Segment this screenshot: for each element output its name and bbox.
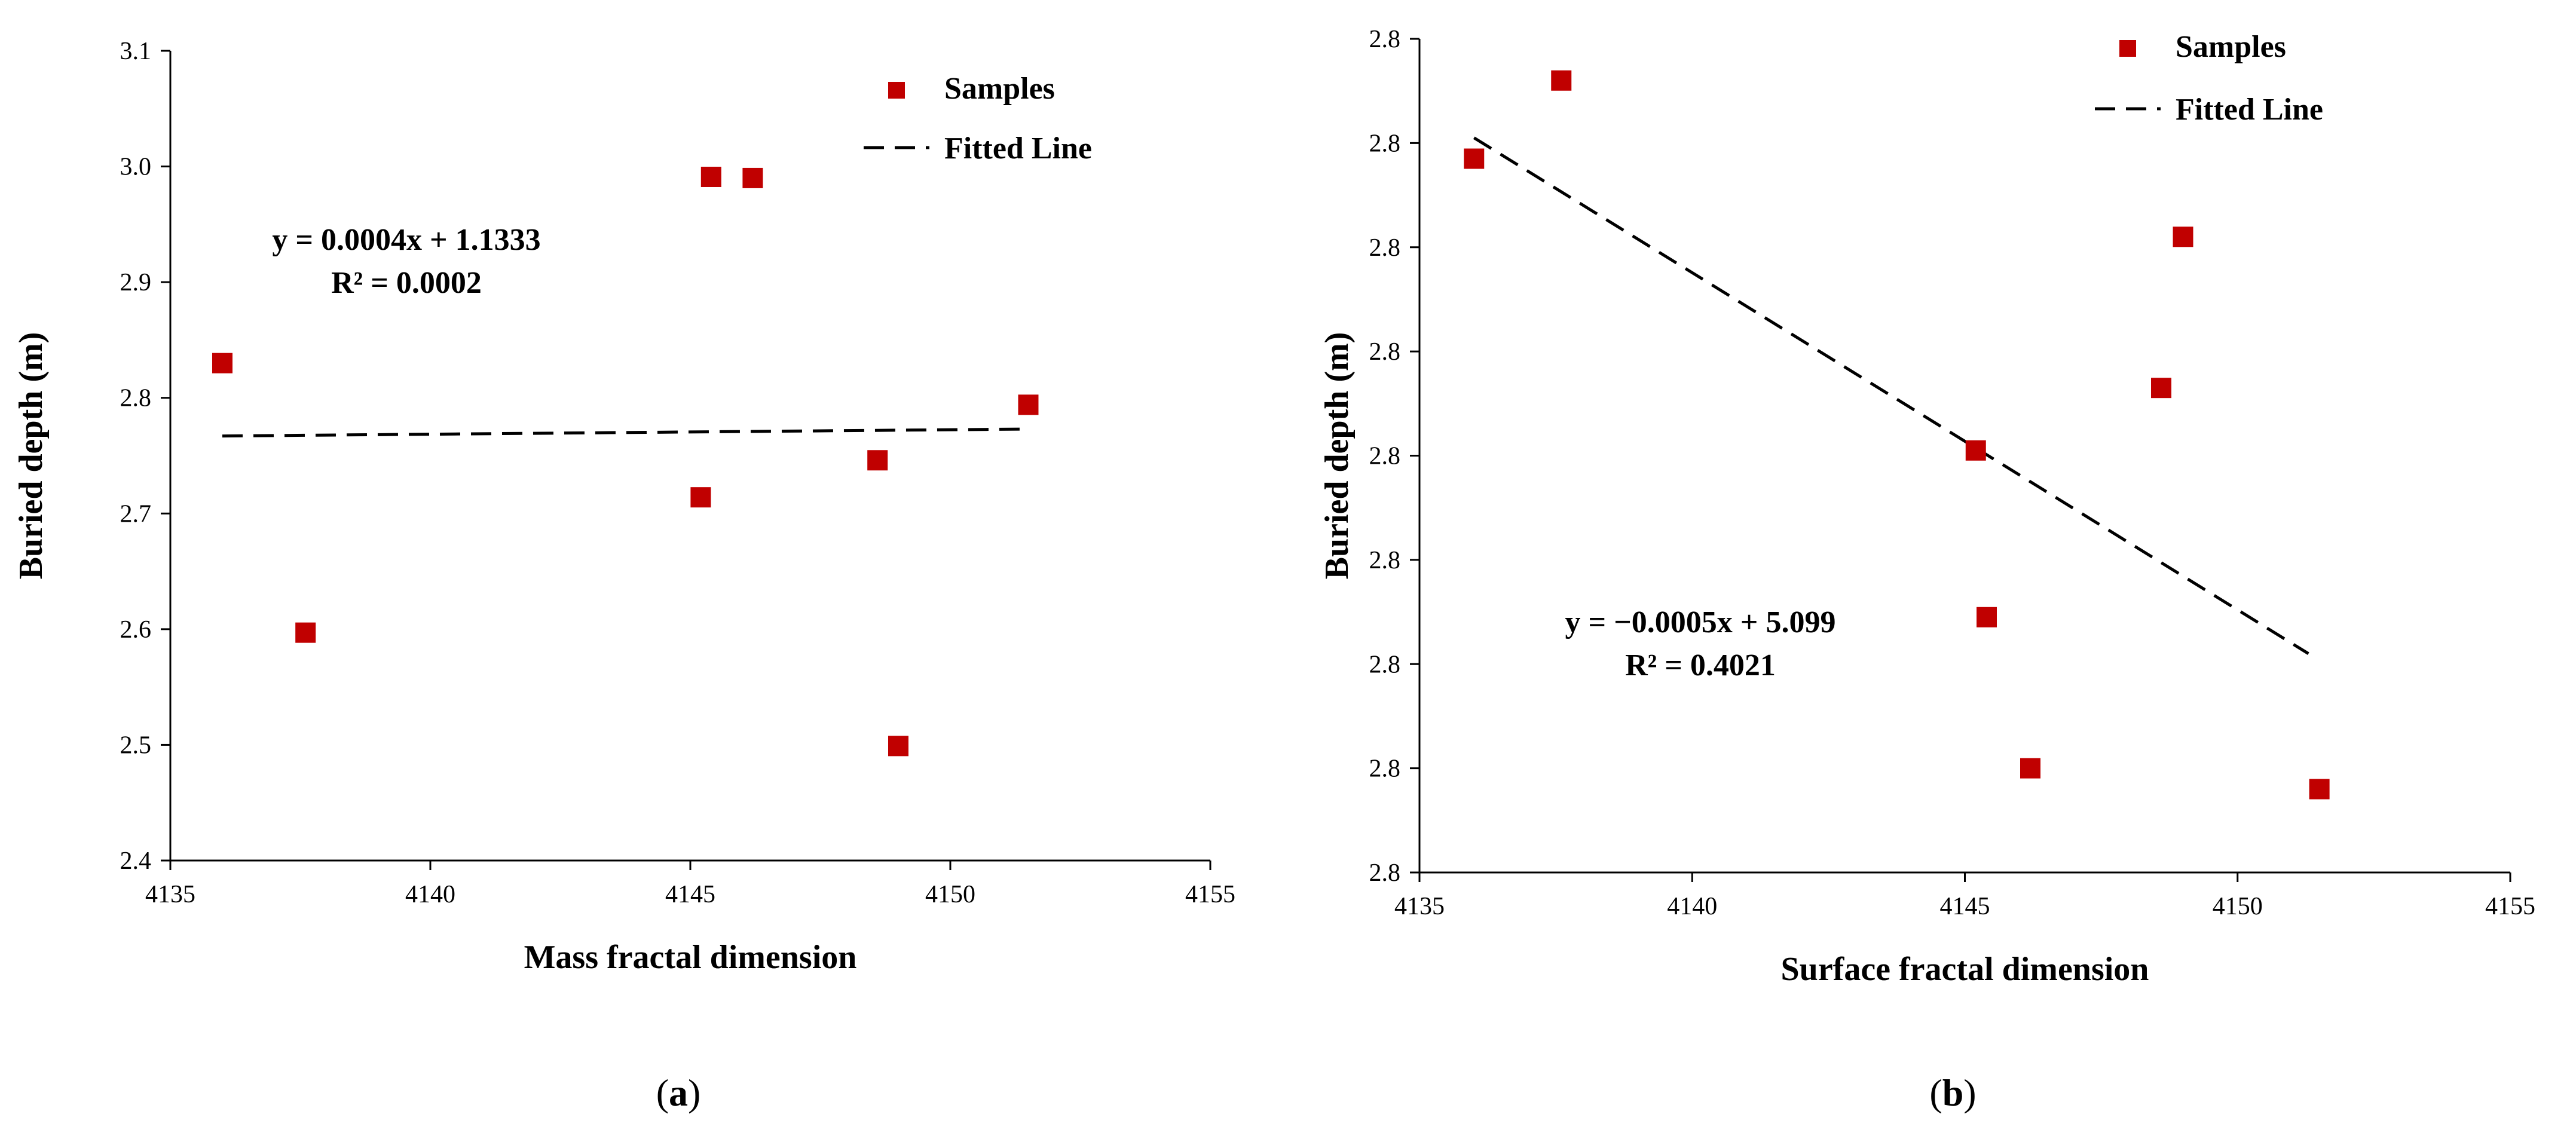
y-tick-label: 3.0 [120, 154, 152, 181]
panel-label: (b) [1929, 1071, 1976, 1114]
sample-point [212, 353, 232, 373]
sample-point [2173, 226, 2193, 247]
legend-samples-label: Samples [2176, 30, 2286, 64]
y-tick-label: 2.8 [1369, 234, 1401, 262]
y-tick-label: 2.8 [1369, 130, 1401, 157]
sample-point [1464, 148, 1485, 169]
fitted-line [222, 427, 1029, 438]
sample-point [888, 736, 908, 757]
x-tick-label: 4145 [665, 881, 715, 908]
fit-equation: y = 0.0004x + 1.1333 [272, 223, 540, 257]
sample-point [2151, 378, 2171, 399]
x-tick-label: 4135 [145, 881, 195, 908]
sample-point [867, 450, 888, 471]
x-axis-title: Surface fractal dimension [1781, 951, 2149, 988]
sample-point [1551, 70, 1572, 91]
y-axis-title: Buried depth (m) [13, 332, 50, 580]
sample-point [295, 622, 316, 643]
y-tick-label: 2.4 [120, 847, 152, 875]
chart-panel-b: 4135 4140 4145 4150 4155 2.8 2.8 2.8 2.8 2.8 2.8 2.… [1318, 26, 2535, 1114]
legend-fit-label: Fitted Line [2176, 93, 2323, 127]
y-tick-label: 2.8 [1369, 338, 1401, 366]
sample-point [1018, 394, 1039, 415]
sample-point [1977, 607, 1997, 627]
y-tick-label: 2.8 [1369, 547, 1401, 574]
x-tick-label: 4140 [1667, 893, 1717, 920]
y-axis-title: Buried depth (m) [1318, 332, 1356, 580]
x-tick-label: 4140 [405, 881, 455, 908]
sample-point [2020, 758, 2040, 779]
r-squared: R² = 0.0002 [331, 266, 482, 300]
x-tick-label: 4145 [1940, 893, 1990, 920]
y-tick-label: 2.7 [120, 500, 152, 528]
y-tick-label: 2.8 [1369, 859, 1401, 887]
y-tick-label: 2.8 [1369, 443, 1401, 470]
y-tick-label: 3.1 [120, 38, 152, 65]
sample-point [700, 166, 721, 187]
x-tick-label: 4150 [2213, 893, 2263, 920]
fitted-line [1473, 136, 2309, 655]
legend-fit-label: Fitted Line [944, 131, 1092, 166]
x-tick-label: 4150 [925, 881, 975, 908]
legend-samples-label: Samples [944, 72, 1055, 106]
sample-point [2309, 779, 2330, 800]
fit-equation: y = −0.0005x + 5.099 [1565, 605, 1836, 639]
y-tick-label: 2.6 [120, 616, 152, 644]
x-axis-title: Mass fractal dimension [524, 939, 857, 976]
chart-panel-a: 4135 4140 4145 4150 4155 2.4 2.5 2.6 2.7 2.8 2.9 3.… [13, 38, 1235, 1114]
legend-samples-marker [2119, 40, 2136, 57]
y-tick-label: 2.8 [120, 385, 152, 412]
legend-samples-marker [888, 82, 905, 99]
sample-point [742, 167, 763, 188]
y-tick-label: 2.8 [1369, 26, 1401, 53]
x-tick-label: 4135 [1394, 893, 1445, 920]
y-tick-label: 2.8 [1369, 651, 1401, 678]
y-tick-label: 2.8 [1369, 755, 1401, 783]
y-tick-label: 2.5 [120, 731, 152, 759]
sample-point [1965, 440, 1986, 461]
y-tick-label: 2.9 [120, 269, 152, 296]
panel-label: (a) [656, 1071, 701, 1114]
sample-point [690, 487, 711, 508]
r-squared: R² = 0.4021 [1625, 648, 1776, 682]
x-tick-label: 4155 [1185, 881, 1235, 908]
x-tick-label: 4155 [2485, 893, 2535, 920]
